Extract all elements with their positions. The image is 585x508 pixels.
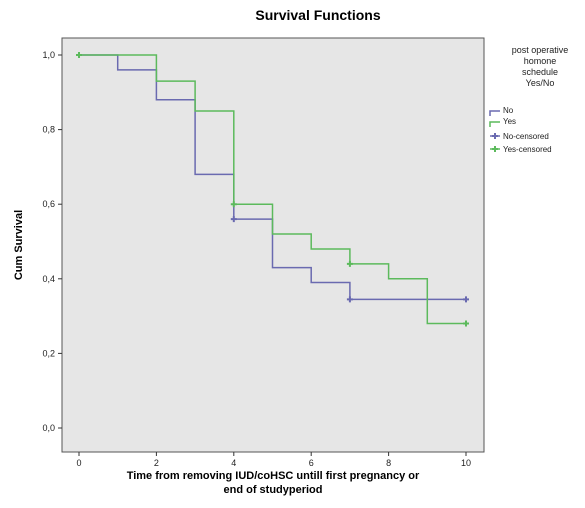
legend-entry-yes: Yes (489, 117, 516, 127)
y-axis-title: Cum Survival (13, 210, 25, 280)
legend-title-line3: schedule (522, 67, 558, 77)
x-axis-title-line2: end of studyperiod (224, 484, 323, 496)
x-tick-label: 2 (154, 458, 159, 468)
x-tick-label: 8 (386, 458, 391, 468)
legend-label-no: No (503, 106, 514, 115)
legend-marker-no-censored (492, 133, 498, 139)
y-tick-label: 0,2 (42, 348, 55, 358)
censor-marker-yes (76, 52, 82, 58)
y-axis: 0,0 0,2 0,4 0,6 0,8 1,0 (42, 50, 62, 433)
y-tick-label: 1,0 (42, 50, 55, 60)
x-tick-label: 4 (231, 458, 236, 468)
censor-marker-no (463, 296, 469, 303)
series-line-yes (79, 54, 466, 325)
legend-marker-yes-censored (492, 146, 498, 152)
legend-entry-no: No (489, 106, 514, 116)
x-tick-label: 6 (309, 458, 314, 468)
legend-entry-no-censored: No-censored (490, 132, 549, 141)
censor-marker-yes (230, 201, 237, 208)
legend-label-yes-censored: Yes-censored (503, 145, 552, 154)
censor-marker-yes (463, 320, 469, 327)
censor-marker-no (346, 296, 353, 303)
y-tick-label: 0,8 (42, 125, 55, 135)
legend-title-line2: homone (524, 56, 557, 66)
legend-title-line1: post operative (512, 45, 569, 55)
legend-label-no-censored: No-censored (503, 132, 549, 141)
x-axis: 0 2 4 6 8 10 (76, 452, 471, 468)
censor-marker-no (230, 216, 237, 223)
legend: post operative homone schedule Yes/No No… (489, 45, 569, 154)
y-tick-label: 0,6 (42, 199, 55, 209)
series-layer (76, 52, 469, 327)
legend-title-line4: Yes/No (526, 78, 555, 88)
x-axis-title-line1: Time from removing IUD/coHSC untill firs… (127, 470, 420, 482)
x-tick-label: 10 (461, 458, 471, 468)
chart-title: Survival Functions (255, 7, 380, 23)
legend-swatch-yes (489, 121, 500, 127)
y-tick-label: 0,4 (42, 274, 55, 284)
legend-label-yes: Yes (503, 117, 516, 126)
censor-marker-yes (346, 260, 353, 267)
legend-entry-yes-censored: Yes-censored (490, 145, 552, 154)
legend-swatch-no (489, 110, 500, 116)
x-tick-label: 0 (76, 458, 81, 468)
y-tick-label: 0,0 (42, 423, 55, 433)
